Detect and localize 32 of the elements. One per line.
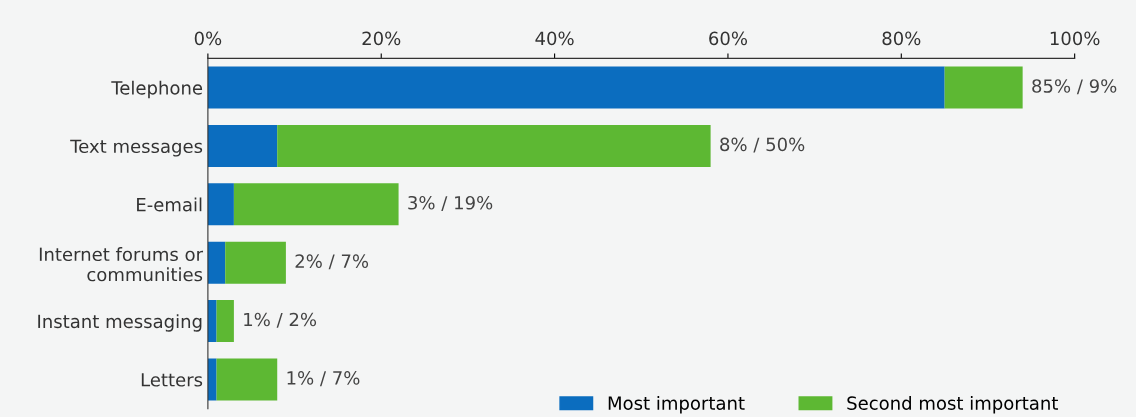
annotation: 8% / 50% — [720, 137, 805, 153]
bar — [207, 358, 217, 401]
annotation: 3% / 19% — [408, 195, 493, 211]
x-tick-label: 40% — [535, 31, 574, 46]
y-tick-label: E-email — [137, 197, 202, 212]
x-tick-label: 0% — [194, 31, 222, 46]
bar — [216, 300, 234, 343]
x-tick-label: 60% — [709, 31, 748, 46]
y-tick-label: Internet forums or communities — [39, 247, 204, 282]
annotation: 85% / 9% — [1032, 79, 1117, 95]
bar — [207, 183, 234, 226]
annotation: 1% / 2% — [244, 312, 317, 328]
bar — [233, 183, 399, 226]
bar — [944, 66, 1023, 109]
x-tick-label: 80% — [882, 31, 921, 46]
y-tick-label: Telephone — [111, 80, 203, 99]
bar — [207, 124, 278, 167]
legend-label: Most important — [608, 395, 745, 414]
annotation: 1% / 7% — [287, 371, 360, 387]
bar — [225, 241, 286, 284]
bar — [277, 124, 711, 167]
x-tick-label: 20% — [362, 31, 401, 46]
y-tick-label: Letters — [141, 373, 203, 387]
y-tick-label: Text messages — [70, 139, 203, 157]
bar — [216, 358, 278, 401]
y-tick-label: Instant messaging — [38, 314, 202, 332]
bar — [207, 66, 945, 109]
bar — [207, 300, 217, 343]
legend-label: Second most important — [847, 395, 1058, 414]
annotation: 2% / 7% — [295, 254, 369, 270]
bar — [207, 241, 226, 284]
x-tick-label: 100% — [1050, 31, 1100, 46]
